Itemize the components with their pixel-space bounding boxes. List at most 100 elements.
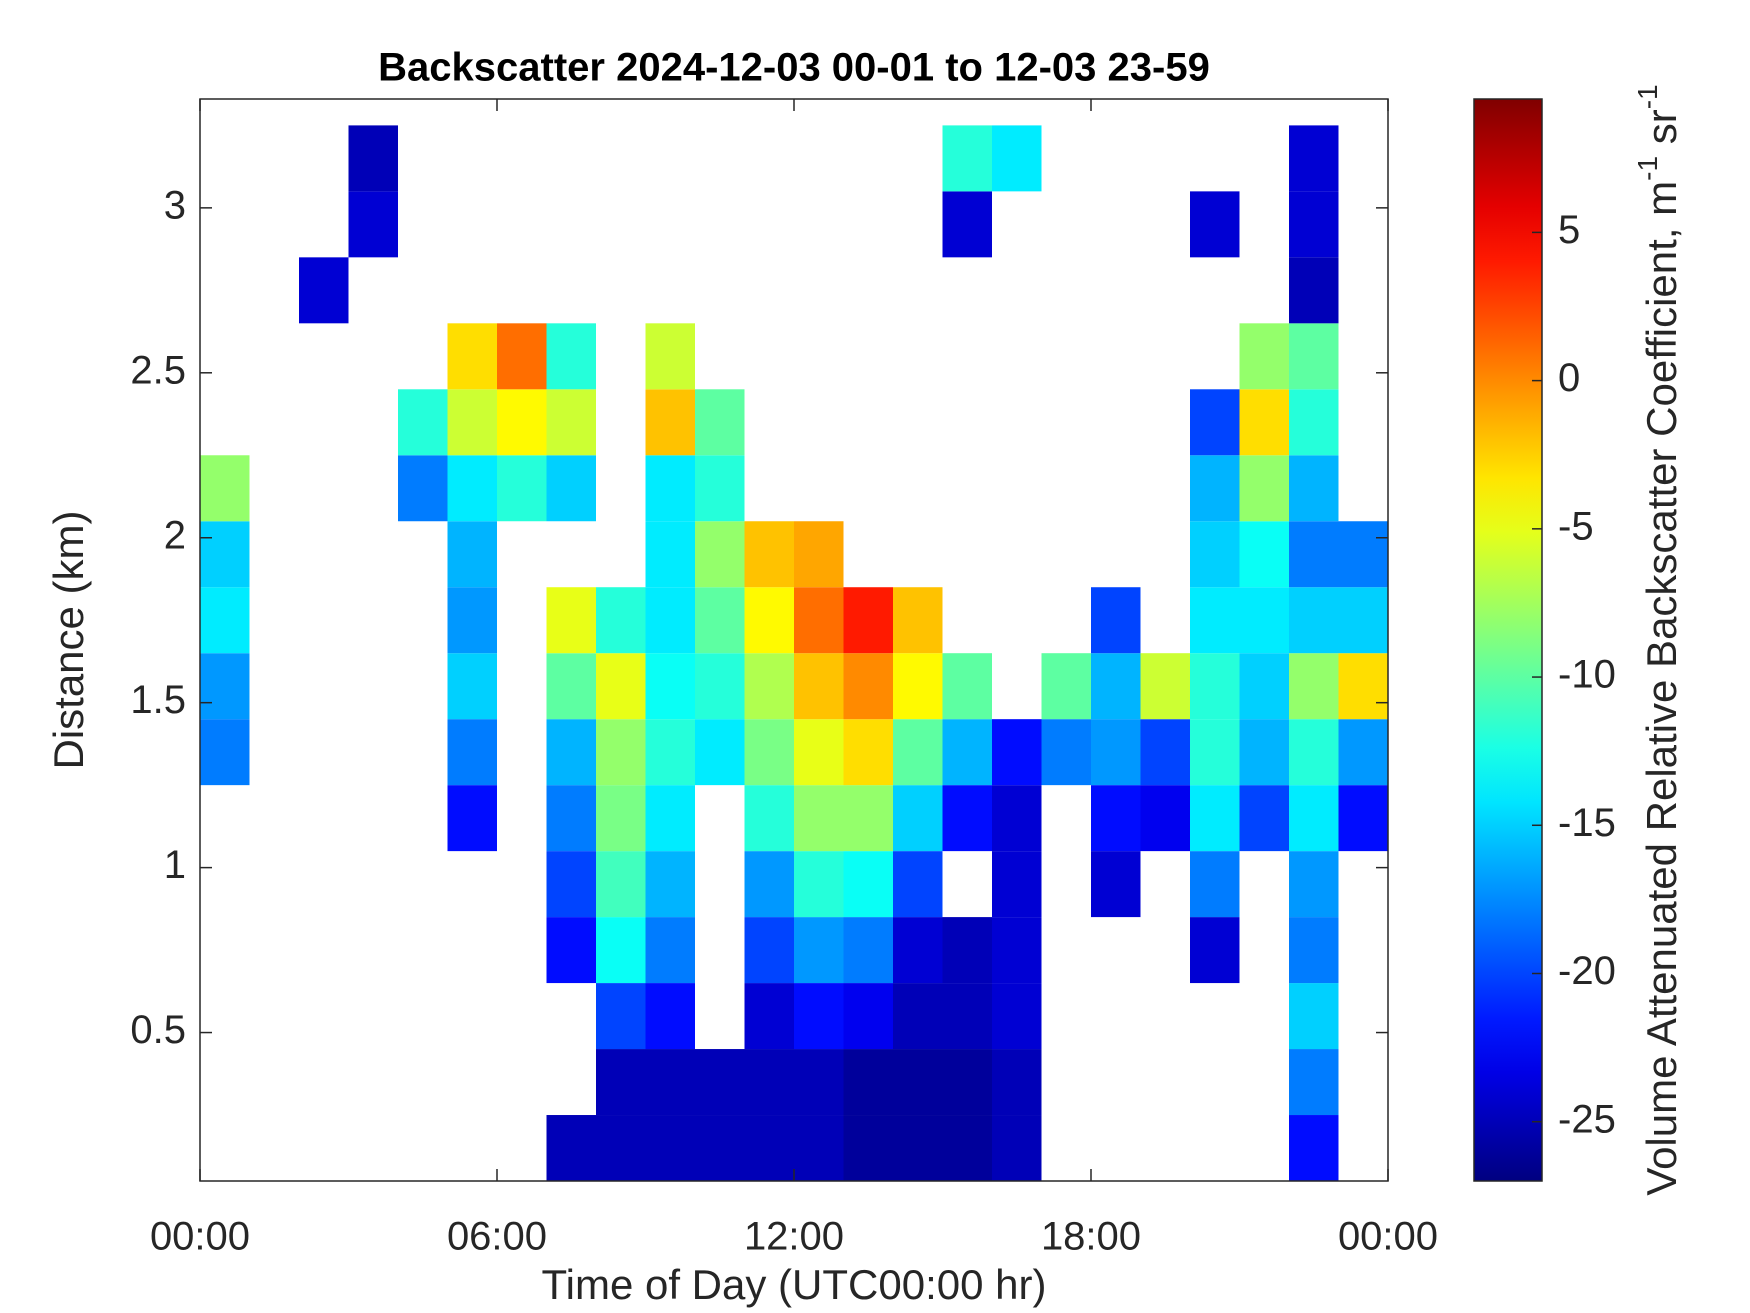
heatmap-cell [1239,653,1289,720]
heatmap-cell [596,983,646,1050]
heatmap-cell [794,785,844,852]
heatmap-cell [893,653,943,720]
heatmap-cell [893,587,943,654]
heatmap-cell [596,917,646,984]
heatmap-cell [1190,851,1240,918]
heatmap-cell [843,983,893,1050]
heatmap-cell [1338,587,1388,654]
heatmap-cell [843,785,893,852]
heatmap-cell [546,785,596,852]
heatmap-cell [200,587,250,654]
heatmap-cell [942,125,992,192]
heatmap-cell [645,455,695,522]
heatmap-cell [1091,851,1141,918]
heatmap-cell [645,521,695,588]
heatmap-cell [893,1049,943,1116]
heatmap-cell [645,983,695,1050]
heatmap-cell [645,785,695,852]
heatmap-cell [1190,521,1240,588]
x-tick-label: 06:00 [447,1215,547,1259]
heatmap-cell [1289,587,1339,654]
heatmap-cell [794,587,844,654]
heatmap-cell [1041,719,1091,786]
heatmap-cell [348,125,398,192]
colorbar-tick-label: -20 [1558,949,1616,993]
heatmap-cell [645,653,695,720]
heatmap-cell [497,389,547,456]
heatmap-cell [1190,917,1240,984]
y-tick-label: 2.5 [130,348,186,392]
heatmap-cell [299,257,349,324]
heatmap-cell [893,851,943,918]
heatmap-cell [744,1049,794,1116]
heatmap-cell [645,917,695,984]
heatmap-cell [398,389,448,456]
heatmap-cell [695,719,745,786]
heatmap-cell [794,653,844,720]
heatmap-cell [942,191,992,258]
heatmap-cell [1190,191,1240,258]
heatmap-cell [546,455,596,522]
heatmap-cell [744,917,794,984]
heatmap-cell [744,521,794,588]
heatmap-cell [695,1049,745,1116]
colorbar-tick-label: -15 [1558,801,1616,845]
heatmap-cell [1140,719,1190,786]
heatmap-cell [695,587,745,654]
heatmap-cell [645,719,695,786]
heatmap-cell [398,455,448,522]
heatmap-cell [1289,323,1339,390]
heatmap-cell [1091,785,1141,852]
heatmap-cell [744,785,794,852]
heatmap-cell [893,983,943,1050]
heatmap-cell [1289,851,1339,918]
x-tick-label: 00:00 [1338,1215,1438,1259]
heatmap-cell [794,917,844,984]
heatmap-cell [447,653,497,720]
heatmap-cell [1239,389,1289,456]
heatmap-cell [992,1115,1042,1181]
colorbar-tick-label: 0 [1558,356,1580,400]
heatmap-cell [1190,785,1240,852]
heatmap-cell [695,521,745,588]
heatmap-cell [695,455,745,522]
heatmap-cell [1091,587,1141,654]
y-tick-label: 3 [164,183,186,227]
heatmap-cell [744,1115,794,1181]
heatmap-cell [942,917,992,984]
heatmap-cell [744,983,794,1050]
heatmap-cell [546,587,596,654]
colorbar-label-sup: -1 [1632,84,1663,109]
x-tick-label: 12:00 [744,1215,844,1259]
colorbar-label-text: sr [1638,109,1685,156]
heatmap-cell [497,323,547,390]
heatmap-cell [992,125,1042,192]
heatmap-cell [596,785,646,852]
heatmap-cell [1338,719,1388,786]
heatmap-cell [596,653,646,720]
heatmap-cell [1190,389,1240,456]
x-tick-label: 00:00 [150,1215,250,1259]
heatmap-cell [1289,389,1339,456]
heatmap-cell [942,785,992,852]
heatmap-cell [992,719,1042,786]
heatmap-cell [1239,323,1289,390]
heatmap-cell [992,1049,1042,1116]
heatmap-cell [447,389,497,456]
heatmap-cell [992,917,1042,984]
heatmap-cell [546,917,596,984]
colorbar-tick-label: -25 [1558,1097,1616,1141]
heatmap-cell [546,719,596,786]
heatmap-cell [1289,653,1339,720]
y-tick-label: 1 [164,843,186,887]
heatmap-cell [942,983,992,1050]
heatmap-cell [794,719,844,786]
heatmap-cell [1289,917,1339,984]
y-tick-label: 0.5 [130,1008,186,1052]
heatmap-cell [1239,785,1289,852]
heatmap-cell [645,1049,695,1116]
heatmap-cell [1289,521,1339,588]
heatmap-cell [596,851,646,918]
heatmap-cell [1091,653,1141,720]
heatmap-cell [1338,653,1388,720]
